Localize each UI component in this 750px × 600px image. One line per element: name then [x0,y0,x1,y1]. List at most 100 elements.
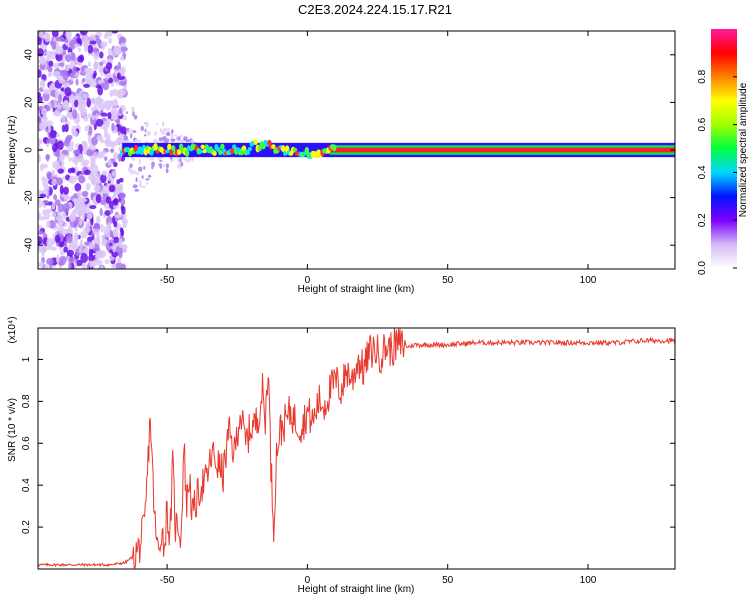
ridge-blob [253,139,258,145]
noise-blob [100,112,108,117]
noise-blob [113,197,119,206]
x-tick-label: -50 [160,275,175,286]
noise-blob [183,156,186,161]
noise-blob [83,169,91,175]
noise-blob [47,72,52,78]
noise-blob [116,72,121,79]
noise-blob [73,232,79,243]
noise-blob [79,197,85,204]
noise-blob [56,254,60,264]
noise-blob [130,132,133,139]
noise-blob [53,110,62,117]
noise-blob [101,238,108,246]
ridge-blob [200,144,205,149]
noise-blob [71,130,78,137]
noise-blob [88,242,96,250]
ridge-blob [218,149,223,156]
noise-blob [59,250,65,256]
noise-blob [103,100,112,106]
noise-blob [69,241,75,250]
noise-blob [114,46,122,56]
snr-scale-label: (x10⁴) [7,316,18,343]
noise-blob [55,41,60,52]
noise-blob [38,244,46,249]
noise-blob [51,202,56,211]
noise-blob [52,63,58,69]
noise-blob [176,156,180,162]
x-tick-label: 100 [580,575,597,586]
noise-blob [170,134,174,138]
noise-blob [89,205,97,210]
noise-blob [107,47,112,56]
noise-blob [132,110,135,117]
noise-blob [101,43,105,51]
noise-blob [38,69,42,78]
noise-blob [89,40,97,45]
colorbar-gradient [711,29,737,268]
noise-blob [122,220,128,229]
noise-blob [109,148,115,153]
noise-blob [38,37,42,46]
noise-blob [145,182,149,185]
noise-blob [132,130,137,133]
spectrogram-ticks: -50 0 50 100 -40 -20 0 20 40 [24,31,675,286]
noise-blob [76,37,82,44]
ridge-blob [267,139,272,147]
noise-blob [72,155,80,165]
noise-blob [138,183,142,188]
noise-blob [45,50,54,56]
noise-blob [91,48,100,53]
noise-blob [77,47,81,53]
colorbar-tick-label: 0.8 [697,69,708,83]
noise-blob [39,216,46,221]
noise-blob [69,72,75,79]
noise-blob [57,217,64,227]
noise-blob [153,139,158,144]
noise-blob [141,175,144,179]
noise-blob [39,44,47,49]
noise-blob [62,203,70,213]
noise-blob [158,137,164,141]
x-tick-label: 0 [305,575,311,586]
noise-blob [77,55,84,63]
noise-blob [44,32,51,43]
noise-blob [81,191,89,198]
noise-blob [39,57,47,66]
noise-blob [38,230,44,235]
noise-blob [113,204,119,210]
ridge-blob [165,149,170,154]
noise-blob [143,165,146,170]
noise-blob [92,259,99,267]
noise-blob [119,56,125,61]
noise-blob [134,188,140,192]
noise-blob [73,149,81,156]
noise-blob [101,170,108,176]
noise-blob [99,51,104,59]
ridge-blob [247,146,253,152]
noise-blob [62,82,71,88]
noise-blob [38,115,42,125]
noise-blob [174,134,178,137]
noise-blob [170,138,176,142]
noise-blob [119,227,124,233]
noise-blob [140,125,144,132]
noise-blob [57,104,62,111]
noise-blob [46,171,53,180]
noise-blob [108,77,114,84]
colorbar-label: Normalized spectral amplitude [738,82,749,217]
snr-ticks: -50 0 50 100 0.2 0.4 0.6 0.8 1 [21,328,675,586]
x-tick-label: 0 [305,275,311,286]
noise-blob [65,174,71,181]
noise-blob [134,170,137,175]
noise-blob [176,137,180,140]
y-tick-label: 40 [24,49,35,61]
noise-blob [54,234,61,243]
noise-blob [165,132,171,136]
noise-blob [65,54,72,63]
noise-blob [109,208,114,214]
noise-blob [145,121,149,128]
noise-blob [64,86,72,97]
noise-blob [83,115,89,122]
ridge-blob [167,143,172,151]
noise-blob [90,177,98,186]
